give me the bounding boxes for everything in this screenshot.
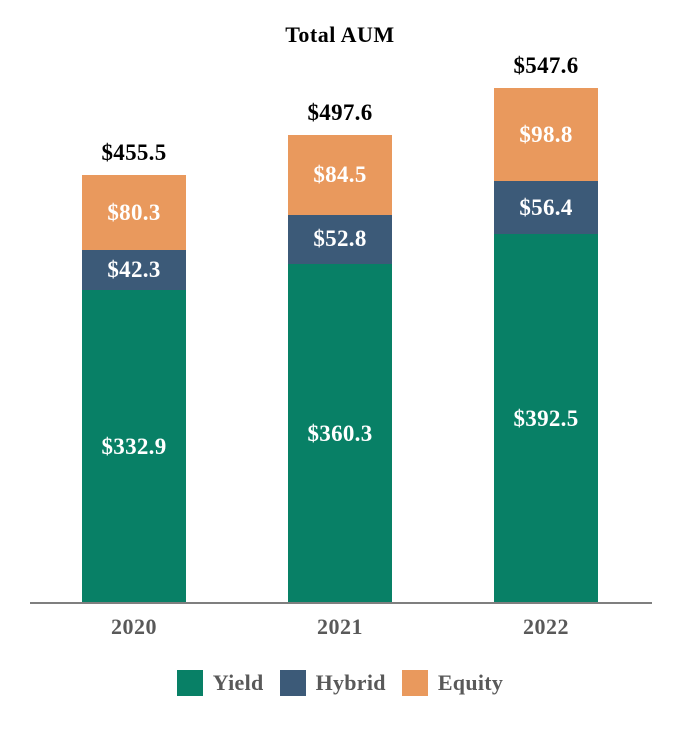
- segment-value-label: $332.9: [101, 433, 167, 459]
- legend-label-hybrid: Hybrid: [315, 670, 386, 695]
- legend-label-equity: Equity: [437, 670, 504, 695]
- bar-2021: $84.5 $52.8 $360.3: [288, 135, 392, 603]
- legend: Yield Hybrid Equity: [0, 670, 680, 696]
- bar-segment-hybrid-2021: $52.8: [288, 214, 392, 265]
- total-label-2022: $547.6: [513, 53, 579, 79]
- segment-value-label: $392.5: [513, 405, 579, 431]
- bar-segment-yield-2021: $360.3: [288, 264, 392, 603]
- segment-value-label: $98.8: [519, 121, 573, 147]
- total-label-2021: $497.6: [307, 100, 373, 126]
- bar-segment-equity-2020: $80.3: [82, 174, 186, 251]
- total-label-2020: $455.5: [101, 139, 167, 165]
- bar-segment-yield-2022: $392.5: [494, 234, 598, 603]
- x-axis-label-2021: 2021: [317, 614, 363, 639]
- bar-segment-yield-2020: $332.9: [82, 290, 186, 603]
- x-axis-label-2022: 2022: [523, 614, 569, 639]
- segment-value-label: $80.3: [107, 199, 161, 225]
- legend-swatch-hybrid: [279, 670, 306, 696]
- segment-value-label: $84.5: [313, 161, 367, 187]
- x-axis-label-2020: 2020: [111, 614, 157, 639]
- bar-segment-equity-2021: $84.5: [288, 135, 392, 215]
- legend-item-yield: Yield: [176, 670, 264, 696]
- segment-value-label: $42.3: [107, 257, 161, 283]
- segment-value-label: $360.3: [307, 420, 373, 446]
- legend-swatch-yield: [176, 670, 203, 696]
- segment-value-label: $52.8: [313, 226, 367, 252]
- segment-value-label: $56.4: [519, 194, 573, 220]
- legend-label-yield: Yield: [212, 670, 264, 695]
- legend-item-equity: Equity: [401, 670, 504, 696]
- bar-segment-hybrid-2022: $56.4: [494, 181, 598, 235]
- bar-segment-hybrid-2020: $42.3: [82, 250, 186, 291]
- bar-2022: $98.8 $56.4 $392.5: [494, 88, 598, 603]
- legend-swatch-equity: [401, 670, 428, 696]
- bar-2020: $80.3 $42.3 $332.9: [82, 174, 186, 603]
- bar-segment-equity-2022: $98.8: [494, 88, 598, 182]
- legend-item-hybrid: Hybrid: [279, 670, 386, 696]
- x-axis-line: [30, 602, 652, 604]
- chart-title: Total AUM: [285, 22, 395, 47]
